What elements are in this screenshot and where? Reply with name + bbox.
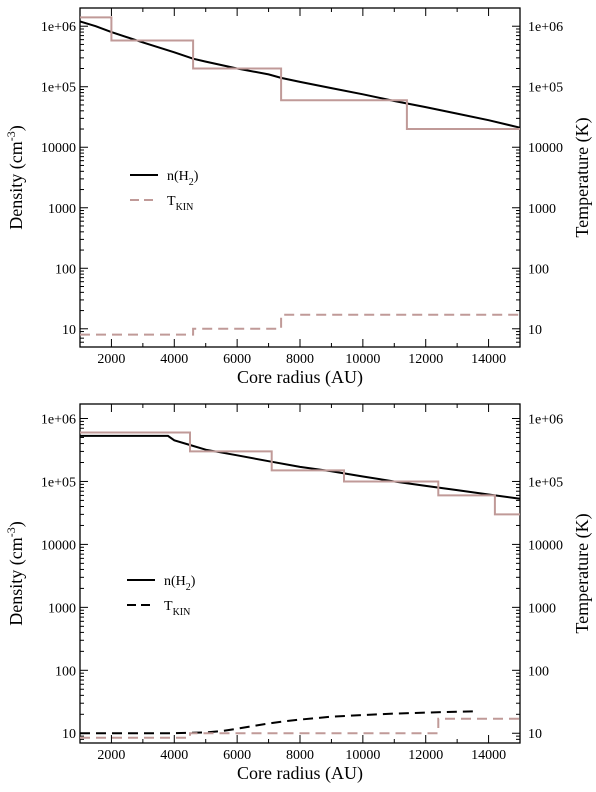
y-tick-label: 10 [62,323,76,338]
y2-tick-label: 100 [528,664,549,679]
x-tick-label: 10000 [345,352,380,367]
y-axis-label: Density (cm-3) [4,521,27,625]
y-tick-label: 1e+05 [41,81,76,96]
y2-tick-label: 1e+06 [528,413,563,428]
x-tick-label: 14000 [471,352,506,367]
y2-axis-label: Temperature (K) [572,117,593,237]
plot-frame [79,403,521,744]
y-tick-label: 10000 [41,538,76,553]
x-tick-label: 8000 [286,748,314,763]
y-tick-label: 10 [62,727,76,742]
y-tick-label: 100 [55,262,76,277]
y2-tick-label: 10000 [528,141,563,156]
y2-tick-label: 100 [528,262,549,277]
y2-tick-label: 1e+05 [528,81,563,96]
series-density [80,434,521,500]
y2-tick-label: 10 [528,323,542,338]
x-tick-label: 4000 [160,748,188,763]
x-tick-label: 14000 [471,748,506,763]
x-tick-label: 12000 [408,748,443,763]
y-tick-label: 1e+06 [41,413,76,428]
legend: n(H2) TKIN [130,169,199,213]
y-tick-label: 10000 [41,141,76,156]
x-axis-label: Core radius (AU) [237,763,363,784]
plot-frame [79,7,521,348]
x-tick-label: 12000 [408,352,443,367]
y-tick-label: 1e+05 [41,475,76,490]
y2-tick-label: 10 [528,727,542,742]
y2-tick-label: 1000 [528,202,556,217]
x-tick-label: 10000 [345,748,380,763]
legend: n(H2) TKIN [127,574,196,618]
x-tick-label: 2000 [97,352,125,367]
series-temperature-model [80,710,477,735]
legend-label: n(H2) [164,574,196,593]
x-axis-label: Core radius (AU) [237,367,363,388]
y2-tick-label: 1e+05 [528,475,563,490]
legend-label: n(H2) [167,169,199,188]
legend-label: TKIN [167,194,193,213]
y-tick-label: 100 [55,664,76,679]
x-tick-label: 4000 [160,352,188,367]
series-density [79,20,521,129]
series-density-steps [80,431,520,516]
series-temperature [80,313,520,336]
x-tick-label: 6000 [223,748,251,763]
y2-axis-label: Temperature (K) [572,513,593,633]
x-tick-label: 6000 [223,352,251,367]
series-density-steps [80,16,520,130]
x-tick-label: 8000 [286,352,314,367]
y-tick-label: 1e+06 [41,20,76,35]
y-tick-label: 1000 [48,601,76,616]
y-tick-label: 1000 [48,202,76,217]
y-axis-label: Density (cm-3) [4,125,27,229]
x-tick-label: 2000 [97,748,125,763]
legend-label: TKIN [164,599,190,618]
chart-panel-2: 2000 4000 6000 8000 10000 12000 14000 10 10 100 10… [4,403,593,784]
y2-tick-label: 10000 [528,538,563,553]
chart-panel-1: 2000 4000 6000 8000 10000 12000 14000 10 10 100 10… [4,7,593,388]
series-temperature-steps [80,717,520,739]
y2-tick-label: 1e+06 [528,20,563,35]
y2-tick-label: 1000 [528,601,556,616]
